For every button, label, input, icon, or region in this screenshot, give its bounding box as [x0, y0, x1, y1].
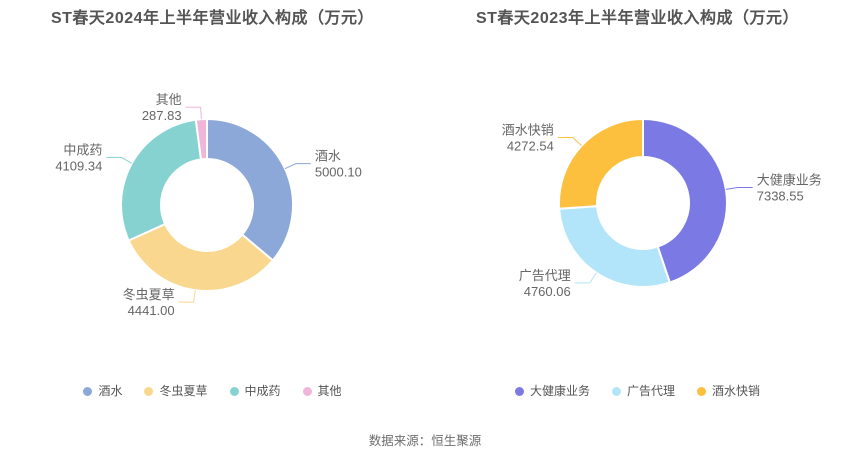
label-leader-line	[574, 272, 597, 284]
legend-color-dot-icon	[144, 386, 154, 396]
chart-panel-2024: 酒水 5000.10 冬虫夏草 4441.00 中成药 4109.34 其他 287.83 S…	[0, 10, 425, 400]
label-leader-line	[178, 290, 196, 303]
legend-item[interactable]: 酒水快销	[697, 385, 760, 397]
legend-label: 广告代理	[626, 384, 675, 398]
donut-slice[interactable]	[642, 118, 728, 284]
legend-item[interactable]: 其他	[302, 384, 342, 398]
donut-slice[interactable]	[194, 118, 208, 161]
legend-label: 酒水	[98, 384, 123, 398]
legend-item[interactable]: 冬虫夏草	[144, 384, 208, 398]
data-source-text: 数据来源：恒生聚源	[368, 434, 482, 448]
donut-chart-2024: 酒水 5000.10 冬虫夏草 4441.00 中成药 4109.34 其他 287.83	[55, 92, 362, 318]
legend-item[interactable]: 酒水	[83, 385, 122, 397]
legend-label: 中成药	[244, 384, 281, 398]
legend-color-dot-icon	[697, 386, 706, 396]
slice-label: 酒水 5000.10	[315, 149, 362, 180]
label-leader-line	[284, 163, 311, 170]
legend-color-dot-icon	[83, 386, 93, 396]
legend-color-dot-icon	[611, 386, 621, 396]
slice-label: 大健康业务 7338.55	[757, 172, 822, 203]
legend-label: 大健康业务	[529, 384, 590, 398]
slice-label: 中成药 4109.34	[55, 142, 102, 173]
legend-color-dot-icon	[514, 386, 524, 396]
label-leader-line	[106, 156, 133, 164]
legend-2023: 大健康业务 广告代理 酒水快销	[425, 382, 850, 400]
legend-item[interactable]: 中成药	[229, 384, 281, 398]
legend-label: 酒水快销	[712, 384, 761, 398]
donut-chart-2023: 大健康业务 7338.55 广告代理 4760.06 酒水快销 4272.54	[502, 118, 822, 299]
legend-color-dot-icon	[229, 386, 239, 396]
slice-label: 广告代理 4760.06	[519, 268, 571, 299]
legend-item[interactable]: 大健康业务	[514, 384, 590, 398]
label-leader-line	[185, 106, 202, 120]
slice-label: 其他 287.83	[142, 92, 182, 123]
legend-label: 冬虫夏草	[159, 384, 208, 398]
legend-label: 其他	[317, 384, 342, 398]
slice-label: 冬虫夏草 4441.00	[123, 287, 175, 318]
legend-2024: 酒水 冬虫夏草 中成药 其他	[0, 382, 425, 400]
label-leader-line	[557, 136, 582, 147]
label-leader-line	[725, 186, 753, 190]
donut-slice[interactable]	[206, 118, 294, 262]
donut-slice[interactable]	[127, 222, 274, 292]
donut-slice[interactable]	[558, 205, 671, 288]
slice-label: 酒水快销 4272.54	[502, 122, 554, 153]
legend-color-dot-icon	[302, 386, 312, 396]
chart-panel-2023: 大健康业务 7338.55 广告代理 4760.06 酒水快销 4272.54 ST春天2…	[425, 0, 850, 459]
chart-title-2023: ST春天2023年上半年营业收入构成（万元）	[475, 10, 800, 27]
chart-title-2024: ST春天2024年上半年营业收入构成（万元）	[50, 10, 375, 27]
legend-item[interactable]: 广告代理	[611, 384, 675, 398]
donut-slice[interactable]	[120, 118, 203, 242]
donut-slice[interactable]	[558, 118, 644, 210]
